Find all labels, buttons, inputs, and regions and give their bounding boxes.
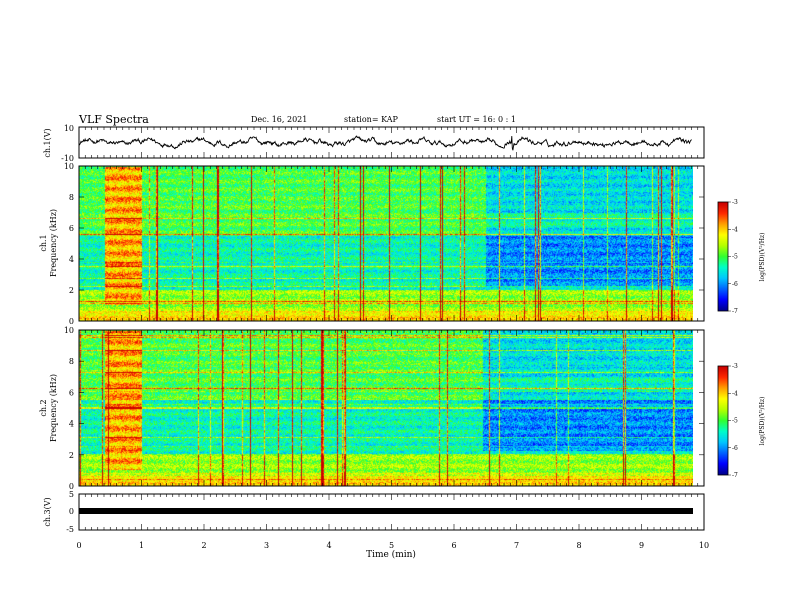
ch3-panel: 5 0 -5 ch.3(V) bbox=[43, 490, 705, 534]
spectrogram-ch2: 0 2 4 6 8 10 ch.2 Frequency (kHz) bbox=[39, 326, 705, 491]
spec2-ticks bbox=[78, 330, 705, 486]
spec2-ylabel: Frequency (kHz) bbox=[49, 374, 58, 442]
x-tick-label: 9 bbox=[639, 541, 644, 550]
ch1-ylabel: ch.1(V) bbox=[43, 128, 52, 157]
x-tick-label: 0 bbox=[76, 541, 81, 550]
colorbar1-gradient bbox=[718, 202, 728, 311]
colorbar-ch2: -3 -4 -5 -6 -7 log(PSD)(V²/Hz) bbox=[717, 363, 766, 479]
date-label: Dec. 16, 2021 bbox=[251, 115, 307, 124]
y-tick-label: 2 bbox=[69, 286, 74, 295]
ch3-ytick-top: 5 bbox=[69, 490, 74, 499]
colorbar-tick-label: -4 bbox=[732, 390, 738, 397]
y-tick-label: 0 bbox=[69, 317, 74, 326]
y-tick-label: 6 bbox=[69, 224, 74, 233]
spec2-image bbox=[79, 330, 693, 486]
x-tick-labels: 0 1 2 3 4 5 6 7 8 9 10 bbox=[76, 541, 709, 550]
y-tick-label: 4 bbox=[69, 420, 74, 429]
spec2-ytick-labels: 0 2 4 6 8 10 bbox=[64, 326, 704, 491]
start-time-label: start UT = 16: 0 : 1 bbox=[437, 115, 516, 124]
colorbar2-gradient bbox=[718, 366, 728, 475]
ch1-ytick-top: 10 bbox=[64, 124, 74, 133]
colorbar-tick-label: -7 bbox=[732, 308, 738, 315]
colorbar-tick-label: -5 bbox=[732, 418, 738, 425]
colorbar1-tick-labels: -3 -4 -5 -6 -7 bbox=[728, 199, 738, 315]
ch1-trace bbox=[78, 135, 692, 151]
colorbar-tick-label: -3 bbox=[732, 199, 738, 206]
ch3-ticks bbox=[78, 494, 705, 530]
spec1-channel-label: ch.1 bbox=[39, 234, 48, 251]
y-tick-label: 4 bbox=[69, 255, 74, 264]
x-tick-label: 8 bbox=[576, 541, 581, 550]
station-label: station= KAP bbox=[344, 115, 399, 124]
spec1-ylabel: Frequency (kHz) bbox=[49, 209, 58, 277]
spectrogram-ch1: 0 2 4 6 8 10 ch.1 Frequency (kHz) bbox=[39, 162, 705, 326]
spec2-channel-label: ch.2 bbox=[39, 399, 48, 416]
colorbar-tick-label: -7 bbox=[732, 472, 738, 479]
y-tick-label: 10 bbox=[64, 326, 74, 335]
y-tick-label: 6 bbox=[69, 388, 74, 397]
x-tick-label: 6 bbox=[451, 541, 456, 550]
colorbar-tick-label: -3 bbox=[732, 363, 738, 370]
x-tick-label: 4 bbox=[326, 541, 331, 550]
colorbar2-tick-labels: -3 -4 -5 -6 -7 bbox=[728, 363, 738, 479]
colorbar-tick-label: -5 bbox=[732, 254, 738, 261]
spec1-image bbox=[79, 166, 693, 321]
spec1-ytick-labels: 0 2 4 6 8 10 bbox=[64, 162, 704, 326]
x-tick-label: 10 bbox=[699, 541, 709, 550]
x-tick-label: 7 bbox=[514, 541, 519, 550]
y-tick-label: 8 bbox=[69, 193, 74, 202]
x-tick-label: 5 bbox=[389, 541, 394, 550]
y-tick-label: 10 bbox=[64, 162, 74, 171]
colorbar-tick-label: -6 bbox=[732, 445, 738, 452]
ch3-ylabel: ch.3(V) bbox=[43, 497, 52, 526]
x-axis-label: Time (min) bbox=[366, 549, 416, 560]
x-tick-label: 3 bbox=[264, 541, 269, 550]
ch3-trace bbox=[79, 508, 693, 514]
x-tick-label: 1 bbox=[139, 541, 144, 550]
colorbar-tick-label: -4 bbox=[732, 226, 738, 233]
ch3-ytick-mid: 0 bbox=[69, 507, 74, 516]
spec1-ticks bbox=[78, 166, 705, 321]
colorbar2-label: log(PSD)(V²/Hz) bbox=[759, 397, 766, 446]
ch3-ytick-bottom: -5 bbox=[66, 525, 74, 534]
y-tick-label: 2 bbox=[69, 451, 74, 460]
x-tick-label: 2 bbox=[201, 541, 206, 550]
chart-title: VLF Spectra bbox=[78, 113, 149, 126]
ch1-ytick-bottom: -10 bbox=[61, 154, 74, 163]
ch1-ticks bbox=[78, 127, 705, 158]
colorbar-tick-label: -6 bbox=[732, 281, 738, 288]
colorbar1-label: log(PSD)(V²/Hz) bbox=[759, 233, 766, 282]
colorbar-ch1: -3 -4 -5 -6 -7 log(PSD)(V²/Hz) bbox=[717, 199, 766, 315]
y-tick-label: 8 bbox=[69, 357, 74, 366]
ch1-panel: 10 -10 ch.1(V) bbox=[43, 124, 705, 163]
y-tick-label: 0 bbox=[69, 482, 74, 491]
